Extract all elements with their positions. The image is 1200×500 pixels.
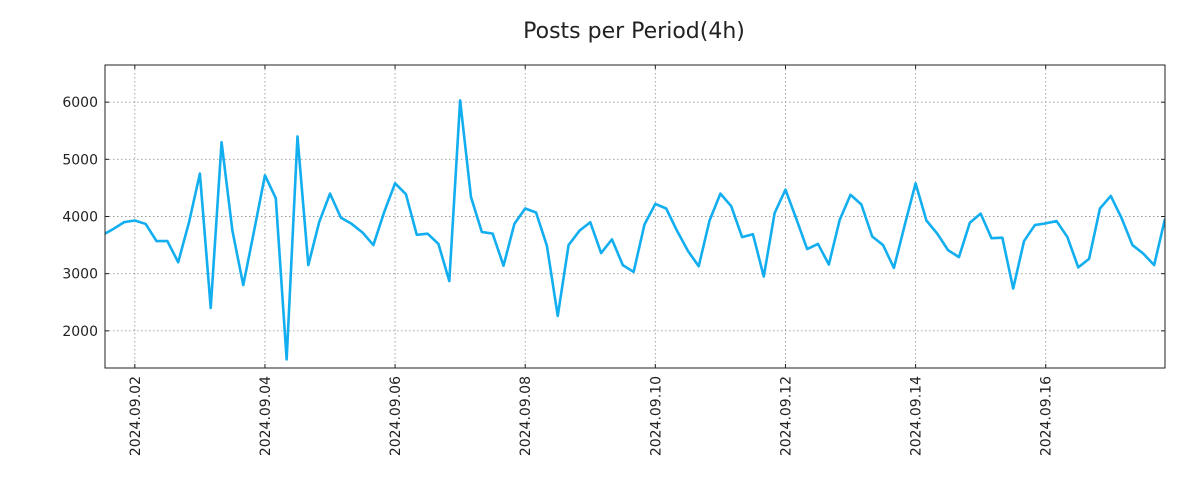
chart-title: Posts per Period(4h)	[523, 19, 745, 44]
series-line-posts	[105, 99, 1165, 361]
x-tick-label: 2024.09.04	[258, 376, 274, 456]
y-tick-label: 5000	[62, 152, 98, 168]
x-tick-label: 2024.09.14	[909, 376, 925, 456]
x-tick-label: 2024.09.08	[518, 376, 534, 456]
y-tick-label: 6000	[62, 95, 98, 111]
x-tick-label: 2024.09.16	[1039, 376, 1055, 456]
series-layer	[105, 99, 1165, 361]
x-axis: 2024.09.02 2024.09.04 2024.09.06 2024.09.08…	[128, 65, 1055, 456]
x-tick-label: 2024.09.12	[778, 376, 794, 456]
y-tick-label: 3000	[62, 267, 98, 283]
y-tick-label: 4000	[62, 210, 98, 226]
x-tick-label: 2024.09.02	[128, 376, 144, 456]
x-tick-label: 2024.09.06	[388, 376, 404, 456]
y-tick-label: 2000	[62, 324, 98, 340]
y-axis: 2000 3000 4000 5000 6000	[62, 95, 1165, 340]
grid	[105, 65, 1165, 368]
x-tick-label: 2024.09.10	[648, 376, 664, 456]
